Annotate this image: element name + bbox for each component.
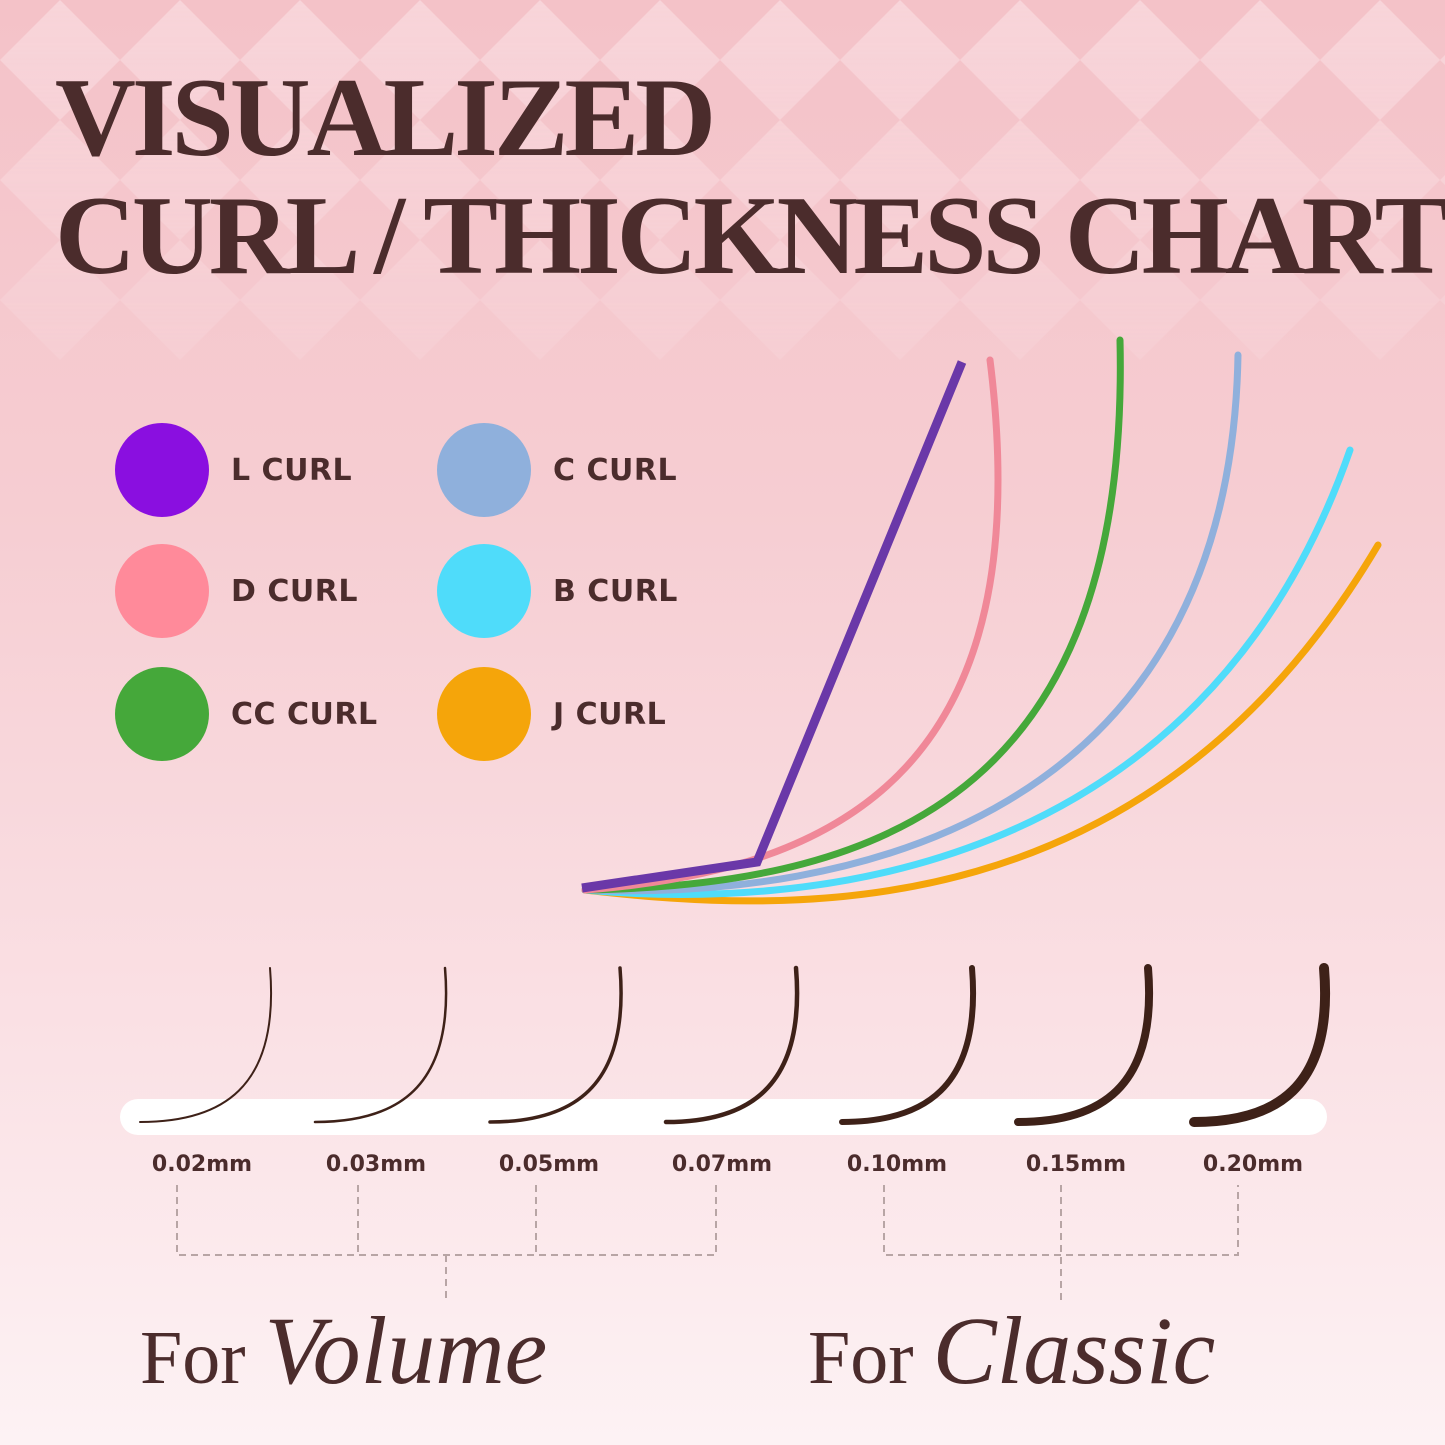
lash-strip — [120, 1099, 1327, 1135]
for-classic-label: For Classic — [808, 1297, 1216, 1404]
j-curl-swatch — [437, 667, 531, 761]
legend-label: D CURL — [231, 573, 358, 609]
c-curl-lash — [581, 351, 1242, 895]
volume-bracket — [176, 1185, 717, 1300]
legend-label: J CURL — [553, 696, 667, 732]
title-line-2: CURL / THICKNESS CHART — [55, 174, 1445, 298]
legend-label: C CURL — [553, 452, 678, 488]
classic-bracket — [883, 1185, 1239, 1300]
diamond-pattern — [0, 0, 1445, 360]
legend-l-curl: L CURL — [115, 423, 352, 517]
thickness-label: 0.10mm — [846, 1152, 948, 1177]
thickness-label: 0.03mm — [325, 1152, 427, 1177]
cc-curl-lash — [581, 336, 1124, 894]
thickness-label: 0.07mm — [671, 1152, 773, 1177]
legend-j-curl: J CURL — [437, 667, 666, 761]
title-line-1: VISUALIZED — [55, 56, 716, 180]
thickness-label: 0.20mm — [1202, 1152, 1304, 1177]
thickness-label: 0.15mm — [1025, 1152, 1127, 1177]
lash-0.05mm — [488, 966, 623, 1124]
lash-0.15mm — [1014, 964, 1154, 1126]
b-curl-swatch — [437, 544, 531, 638]
lash-0.20mm — [1189, 963, 1331, 1127]
legend-label: L CURL — [231, 452, 353, 488]
legend-label: B CURL — [553, 573, 678, 609]
c-curl-swatch — [437, 423, 531, 517]
l-curl-swatch — [115, 423, 209, 517]
d-curl-swatch — [115, 544, 209, 638]
b-curl-lash — [581, 446, 1354, 898]
l-curl-lash — [581, 360, 967, 893]
legend-c-curl: C CURL — [437, 423, 677, 517]
thickness-label: 0.02mm — [151, 1152, 253, 1177]
lash-0.02mm — [139, 967, 273, 1123]
legend-cc-curl: CC CURL — [115, 667, 378, 761]
legend-b-curl: B CURL — [437, 544, 678, 638]
lash-0.03mm — [313, 966, 448, 1124]
lash-0.07mm — [663, 965, 800, 1125]
lash-0.10mm — [839, 965, 977, 1125]
cc-curl-swatch — [115, 667, 209, 761]
legend-d-curl: D CURL — [115, 544, 358, 638]
j-curl-lash — [581, 541, 1382, 905]
legend-label: CC CURL — [231, 696, 378, 732]
for-volume-label: For Volume — [140, 1297, 548, 1404]
thickness-label: 0.05mm — [498, 1152, 600, 1177]
